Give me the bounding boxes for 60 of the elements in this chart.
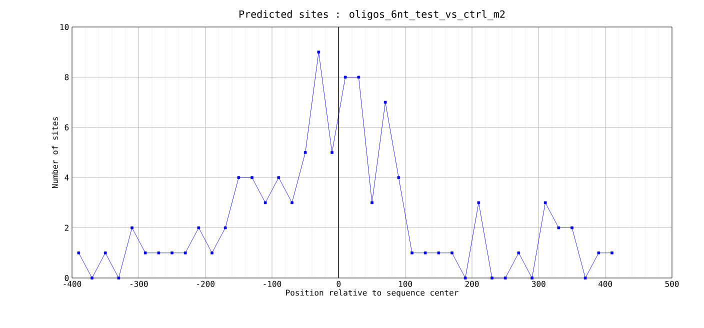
point: [210, 251, 214, 254]
point: [570, 226, 574, 230]
point: [357, 76, 360, 79]
point: [117, 276, 120, 280]
y-tick-label: 2: [64, 224, 68, 231]
point: [157, 251, 160, 254]
point: [410, 251, 414, 254]
point: [90, 276, 94, 280]
y-tick-label: 8: [64, 74, 69, 80]
point: [184, 251, 187, 254]
point: [490, 276, 494, 280]
x-tick-label: 300: [532, 280, 546, 287]
x-tick-label: -400: [64, 280, 82, 287]
point: [530, 276, 534, 280]
x-tick-label: 400: [598, 280, 612, 287]
x-tick-label: 100: [399, 280, 412, 287]
x-axis-title: Position relative to sequence center: [286, 289, 458, 298]
point: [610, 251, 614, 254]
point: [584, 276, 587, 280]
point: [224, 226, 227, 230]
point: [437, 251, 440, 254]
point: [290, 201, 294, 204]
point: [384, 100, 387, 104]
point: [517, 251, 520, 254]
y-tick-label: 0: [64, 274, 69, 282]
point: [197, 226, 200, 230]
x-tick-label: 0: [336, 280, 341, 287]
point: [504, 276, 507, 280]
point: [330, 151, 334, 154]
x-tick-label: -300: [130, 280, 148, 287]
point: [170, 251, 174, 254]
y-tick-label: 6: [64, 124, 69, 130]
x-tick-label: 500: [665, 280, 679, 287]
point: [304, 151, 307, 154]
point: [77, 251, 80, 254]
y-tick-label: 10: [60, 24, 69, 30]
x-tick-label: -200: [197, 280, 214, 287]
point: [144, 251, 147, 254]
point: [250, 176, 254, 179]
point: [597, 251, 600, 254]
point: [424, 251, 427, 254]
y-axis-title: Number of sites: [52, 117, 58, 188]
point: [450, 251, 454, 254]
point: [277, 176, 280, 179]
point: [317, 50, 320, 54]
x-tick-label: -100: [264, 280, 282, 287]
point: [544, 201, 547, 204]
point: [464, 276, 467, 280]
point: [237, 176, 240, 179]
chart-title: Predicted sites : oligos_6nt_test_vs_ctrl_m2: [240, 10, 505, 20]
point: [130, 226, 134, 230]
point: [397, 176, 400, 179]
point: [104, 251, 107, 254]
point: [264, 201, 267, 204]
point: [370, 201, 374, 204]
x-tick-label: 200: [465, 280, 479, 287]
y-tick-label: 4: [64, 174, 69, 181]
point: [344, 76, 347, 79]
point: [477, 201, 480, 204]
point: [557, 226, 560, 230]
